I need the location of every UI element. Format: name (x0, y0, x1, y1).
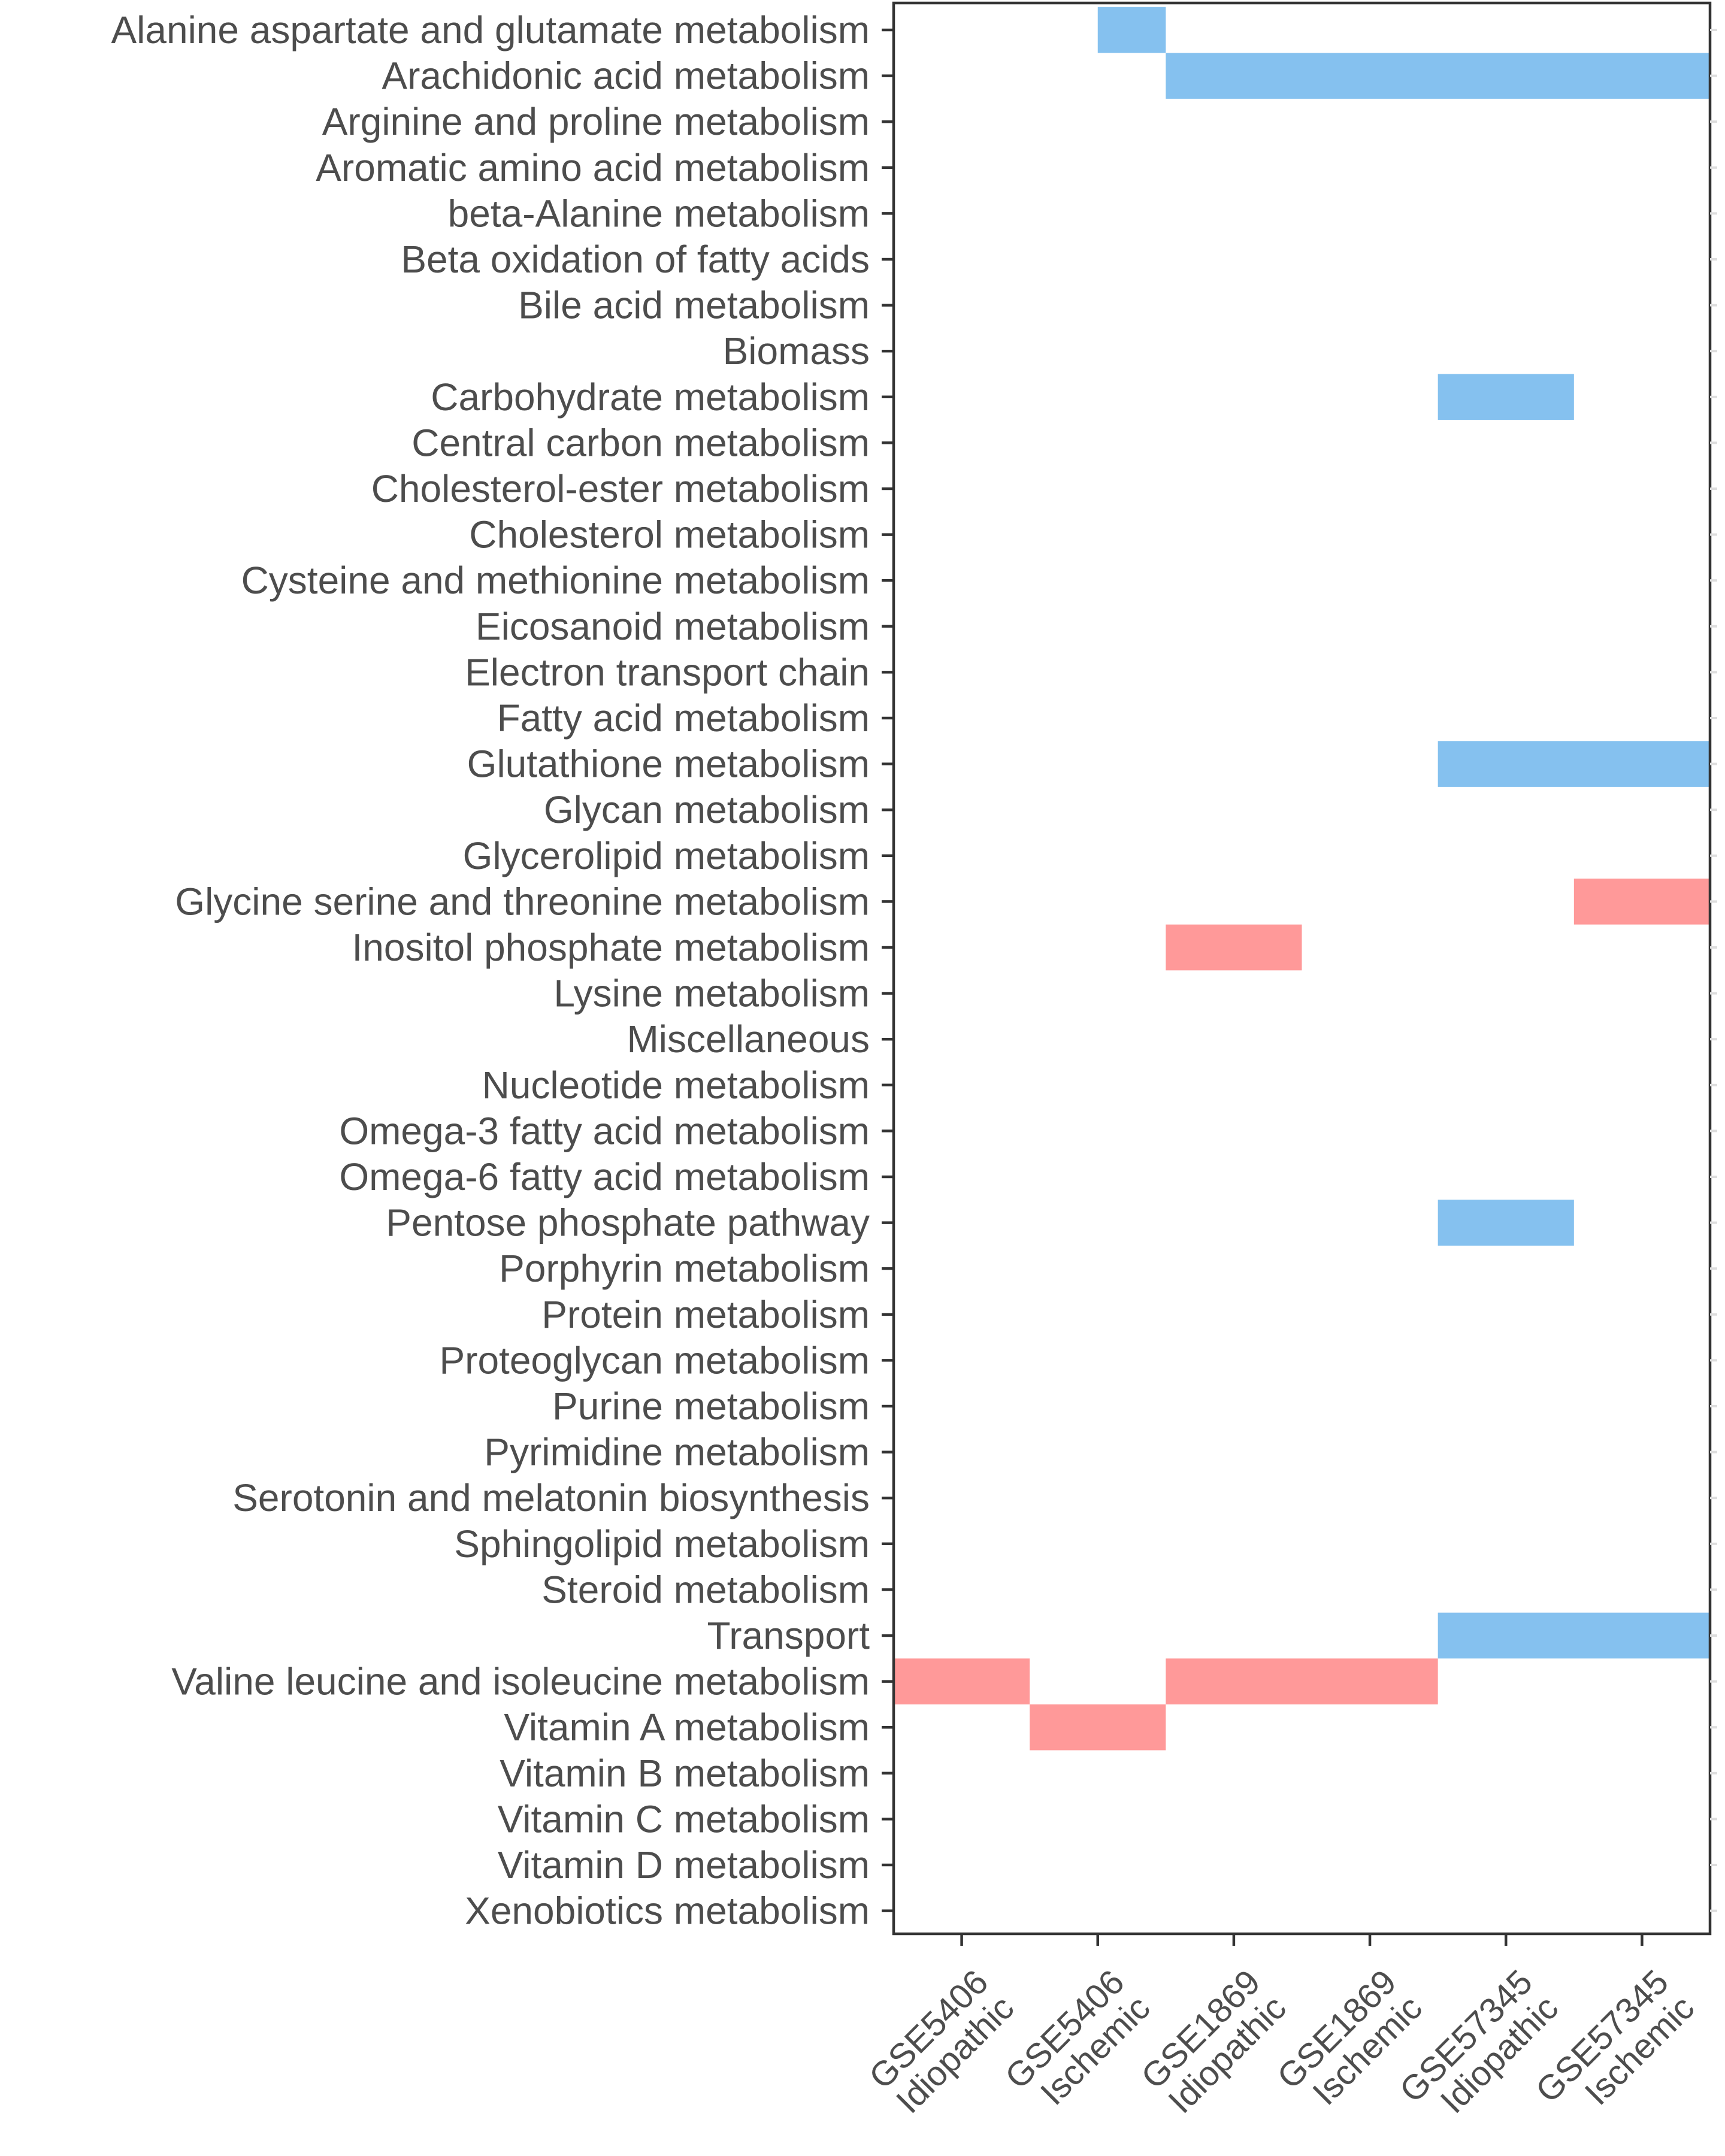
y-tick-label: Porphyrin metabolism (499, 1247, 870, 1290)
y-tick-label: Pyrimidine metabolism (484, 1431, 870, 1474)
y-tick-label: beta-Alanine metabolism (448, 192, 870, 235)
y-tick-label: Purine metabolism (552, 1385, 870, 1428)
y-tick-label: Xenobiotics metabolism (465, 1889, 870, 1933)
y-tick-label: Eicosanoid metabolism (476, 605, 870, 648)
y-tick-label: Carbohydrate metabolism (431, 376, 870, 419)
y-tick-label: Omega-3 fatty acid metabolism (339, 1109, 870, 1152)
x-tick-label: GSE57345Ischemic (1529, 1963, 1702, 2136)
y-tick-label: Valine leucine and isoleucine metabolism (171, 1660, 870, 1703)
y-tick-label: Miscellaneous (627, 1018, 870, 1061)
y-tick-label: Transport (707, 1614, 870, 1657)
y-tick-label: Inositol phosphate metabolism (352, 926, 870, 969)
x-tick-label: GSE1869Ischemic (1270, 1963, 1430, 2122)
heatmap-cell-vitamin-a-metabolism-up (1030, 1704, 1166, 1751)
y-tick-label: Glutathione metabolism (467, 743, 870, 786)
heatmap-cell-transport-down (1438, 1612, 1710, 1659)
y-tick-label: Sphingolipid metabolism (454, 1522, 870, 1565)
y-tick-label: Fatty acid metabolism (497, 697, 870, 740)
y-tick-label: Vitamin D metabolism (498, 1843, 870, 1886)
y-tick-label: Arginine and proline metabolism (322, 100, 870, 143)
heatmap-cell-valine-leucine-and-isoleucine-metabolism-up (1166, 1658, 1438, 1704)
y-tick-label: Central carbon metabolism (411, 421, 870, 464)
heatmap-cell-alanine-aspartate-and-glutamate-metabolism-down (1097, 7, 1166, 53)
y-tick-label: Arachidonic acid metabolism (382, 54, 870, 98)
heatmap-cell-carbohydrate-metabolism-down (1438, 374, 1574, 420)
x-tick-label: GSE5406Idiopathic (861, 1963, 1021, 2122)
y-tick-label: Steroid metabolism (541, 1568, 870, 1611)
x-axis: GSE5406IdiopathicGSE5406IschemicGSE1869I… (861, 1934, 1702, 2136)
heatmap-cell-arachidonic-acid-metabolism-down (1166, 53, 1710, 99)
y-tick-label: Beta oxidation of fatty acids (401, 238, 870, 281)
y-tick-label: Pentose phosphate pathway (386, 1201, 870, 1244)
y-tick-label: Alanine aspartate and glutamate metaboli… (111, 8, 870, 52)
y-tick-label: Vitamin B metabolism (500, 1752, 870, 1795)
heatmap-cell-pentose-phosphate-pathway-down (1438, 1200, 1574, 1246)
y-tick-label: Protein metabolism (541, 1293, 870, 1336)
y-tick-label: Cholesterol-ester metabolism (371, 467, 870, 510)
x-tick-label: GSE5406Ischemic (998, 1963, 1158, 2122)
y-tick-label: Glycerolipid metabolism (463, 834, 870, 877)
y-tick-label: Vitamin C metabolism (498, 1797, 870, 1840)
heatmap-cells (894, 7, 1710, 1751)
y-tick-label: Omega-6 fatty acid metabolism (339, 1155, 870, 1198)
y-tick-label: Serotonin and melatonin biosynthesis (232, 1476, 870, 1519)
y-tick-label: Cysteine and methionine metabolism (241, 559, 870, 602)
y-tick-label: Proteoglycan metabolism (439, 1339, 870, 1382)
y-tick-label: Aromatic amino acid metabolism (316, 146, 870, 189)
heatmap-cell-valine-leucine-and-isoleucine-metabolism-up (894, 1658, 1030, 1704)
y-tick-label: Biomass (723, 329, 870, 373)
y-tick-label: Glycine serine and threonine metabolism (175, 880, 870, 923)
heatmap-cell-inositol-phosphate-metabolism-up (1166, 924, 1302, 971)
y-tick-label: Bile acid metabolism (518, 284, 870, 327)
y-tick-label: Lysine metabolism (553, 972, 870, 1015)
y-axis: Alanine aspartate and glutamate metaboli… (111, 8, 1717, 1933)
x-tick-label: GSE1869Idiopathic (1134, 1963, 1294, 2122)
heatmap-cell-glutathione-metabolism-down (1438, 741, 1710, 787)
y-tick-label: Glycan metabolism (544, 788, 870, 831)
x-tick-label: GSE57345Idiopathic (1392, 1963, 1566, 2136)
y-tick-label: Nucleotide metabolism (482, 1064, 870, 1107)
plot-panel-border (892, 1, 1712, 1936)
y-tick-label: Cholesterol metabolism (469, 513, 870, 556)
y-tick-label: Electron transport chain (465, 650, 870, 694)
y-tick-label: Vitamin A metabolism (504, 1706, 870, 1749)
heatmap-cell-glycine-serine-and-threonine-metabolism-up (1573, 879, 1710, 925)
